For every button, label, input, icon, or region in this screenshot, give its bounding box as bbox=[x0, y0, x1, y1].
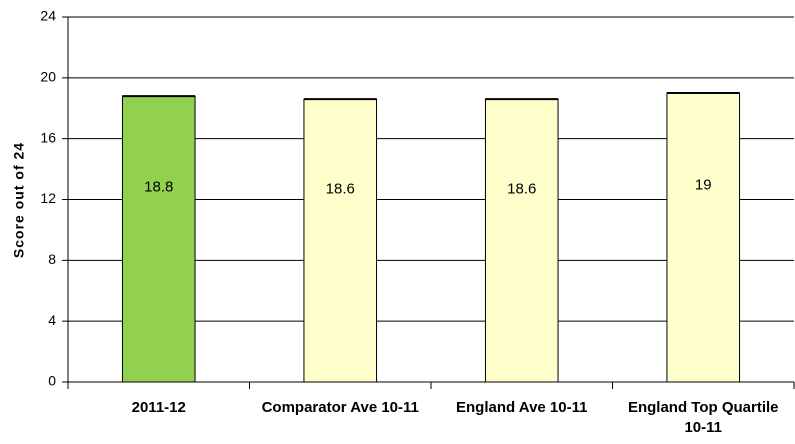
y-tick-label: 0 bbox=[48, 373, 56, 389]
x-tick-label: England Top Quartile 10-11 bbox=[627, 399, 779, 436]
data-label: 18.6 bbox=[507, 181, 536, 198]
y-tick-label: 16 bbox=[40, 129, 56, 145]
y-axis-label: Score out of 24 bbox=[11, 142, 27, 258]
x-tick-label: England Ave 10-11 bbox=[456, 399, 588, 416]
y-tick-label: 20 bbox=[40, 69, 56, 85]
data-label: 19 bbox=[695, 176, 712, 193]
y-tick-label: 12 bbox=[40, 190, 56, 206]
bar bbox=[666, 92, 741, 383]
bar bbox=[484, 98, 559, 383]
bar bbox=[121, 95, 196, 383]
data-label: 18.6 bbox=[326, 181, 355, 198]
y-tick-label: 4 bbox=[48, 312, 56, 328]
bar bbox=[303, 98, 378, 383]
y-tick-label: 8 bbox=[48, 251, 56, 267]
y-tick-label: 24 bbox=[40, 8, 56, 24]
x-tick-label: Comparator Ave 10-11 bbox=[261, 399, 419, 416]
x-tick-label: 2011-12 bbox=[131, 399, 186, 416]
data-label: 18.8 bbox=[144, 179, 173, 196]
